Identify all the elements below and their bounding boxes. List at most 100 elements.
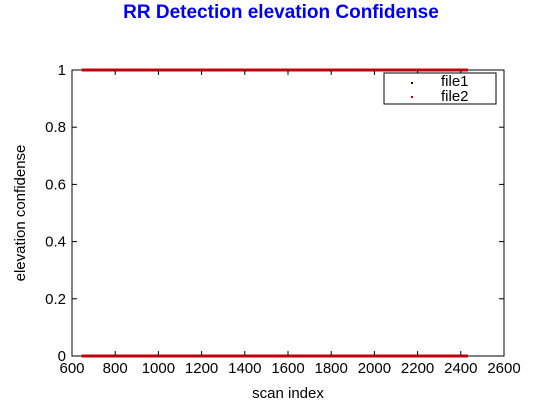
data-point	[97, 354, 100, 358]
data-point	[259, 354, 262, 358]
data-point	[259, 68, 262, 72]
data-point	[111, 354, 114, 358]
data-point	[167, 354, 170, 358]
data-point	[135, 68, 138, 72]
data-point	[105, 68, 108, 72]
data-point	[221, 68, 224, 72]
data-point	[447, 68, 450, 72]
data-point	[285, 354, 288, 358]
data-point	[219, 68, 222, 72]
data-point	[393, 68, 396, 72]
data-point	[277, 68, 280, 72]
data-point	[251, 354, 254, 358]
data-point	[163, 68, 166, 72]
y-tick-label: 0.6	[45, 176, 66, 193]
data-point	[289, 68, 292, 72]
data-point	[241, 354, 244, 358]
data-point	[87, 354, 90, 358]
data-point	[359, 68, 362, 72]
data-point	[213, 68, 216, 72]
data-point	[347, 354, 350, 358]
data-point	[273, 68, 276, 72]
data-point	[379, 68, 382, 72]
x-tick-label: 2600	[487, 360, 520, 377]
data-point	[407, 354, 410, 358]
data-point	[287, 354, 290, 358]
x-tick-label: 1200	[185, 360, 218, 377]
data-point	[355, 354, 358, 358]
data-point	[131, 68, 134, 72]
data-point	[317, 354, 320, 358]
data-point	[209, 354, 212, 358]
data-point	[123, 68, 126, 72]
data-point	[245, 68, 248, 72]
x-tick-label: 1600	[271, 360, 304, 377]
data-point	[257, 354, 260, 358]
data-point	[393, 354, 396, 358]
data-point	[289, 354, 292, 358]
data-point	[359, 354, 362, 358]
data-point	[311, 354, 314, 358]
data-point	[217, 68, 220, 72]
data-point	[411, 354, 414, 358]
data-point	[345, 354, 348, 358]
data-point	[205, 354, 208, 358]
data-point	[127, 68, 130, 72]
data-point	[297, 68, 300, 72]
series-file2	[81, 68, 468, 358]
data-point	[383, 68, 386, 72]
data-point	[389, 354, 392, 358]
x-tick-label: 600	[59, 360, 84, 377]
data-point	[185, 68, 188, 72]
data-point	[149, 68, 152, 72]
data-point	[369, 68, 372, 72]
data-point	[177, 68, 180, 72]
data-point	[215, 354, 218, 358]
data-point	[341, 354, 344, 358]
data-point	[189, 354, 192, 358]
data-point	[433, 354, 436, 358]
data-point	[99, 68, 102, 72]
data-point	[319, 68, 322, 72]
data-point	[91, 68, 94, 72]
data-point	[323, 68, 326, 72]
plot-frame	[71, 69, 505, 357]
data-point	[365, 354, 368, 358]
legend-label-file2: file2	[441, 88, 469, 105]
data-point	[191, 68, 194, 72]
data-point	[229, 354, 232, 358]
data-point	[455, 68, 458, 72]
data-point	[141, 68, 144, 72]
data-point	[203, 354, 206, 358]
data-point	[441, 68, 444, 72]
data-point	[199, 354, 202, 358]
data-point	[285, 68, 288, 72]
data-point	[125, 68, 128, 72]
data-point	[355, 68, 358, 72]
data-point	[225, 354, 228, 358]
data-point	[219, 354, 222, 358]
data-point	[357, 68, 360, 72]
y-tick-label: 0.2	[45, 291, 66, 308]
data-point	[457, 354, 460, 358]
data-point	[291, 68, 294, 72]
data-point	[453, 354, 456, 358]
data-point	[87, 68, 90, 72]
data-point	[195, 354, 198, 358]
data-point	[161, 354, 164, 358]
data-point	[433, 68, 436, 72]
data-point	[253, 68, 256, 72]
data-point	[209, 68, 212, 72]
data-point	[211, 354, 214, 358]
data-point	[223, 354, 226, 358]
data-point	[399, 68, 402, 72]
x-tick-label: 2200	[401, 360, 434, 377]
data-point	[313, 68, 316, 72]
data-point	[193, 68, 196, 72]
data-point	[223, 68, 226, 72]
data-point	[167, 68, 170, 72]
data-point	[213, 354, 216, 358]
data-point	[221, 354, 224, 358]
data-point	[287, 68, 290, 72]
